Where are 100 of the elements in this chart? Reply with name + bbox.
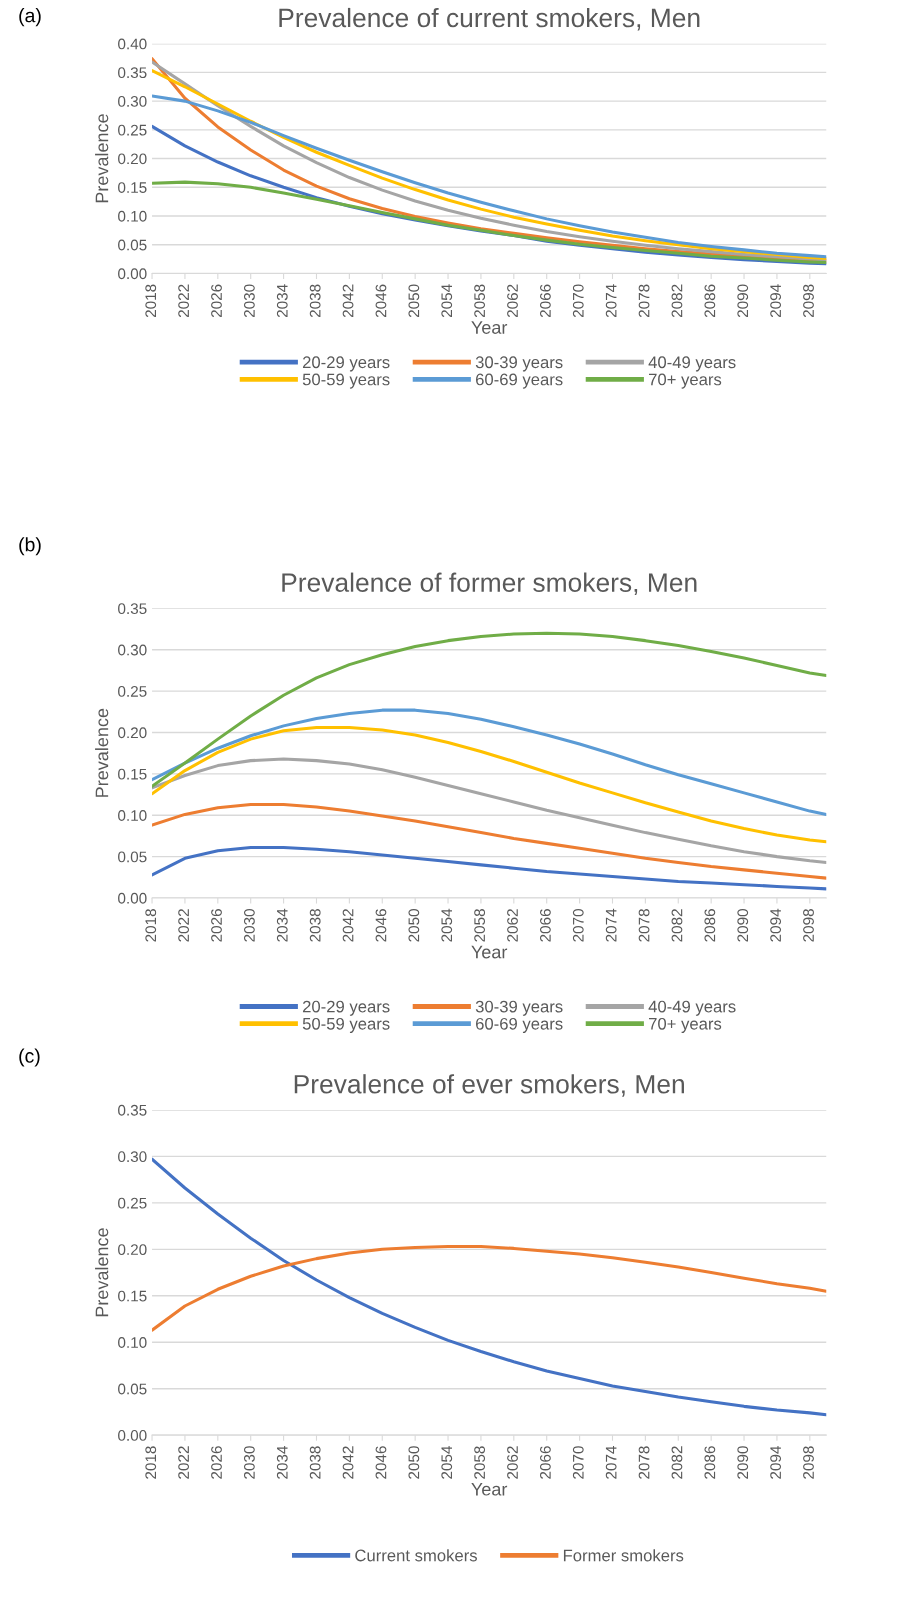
x-tick-label: 2078 (638, 284, 650, 318)
x-axis-title: Year (471, 1483, 508, 1496)
text: (b) (19, 537, 41, 556)
x-tick-label: 2058 (474, 284, 486, 318)
x-tick-label: 2022 (178, 909, 190, 942)
x-tick-label: 2034 (276, 1446, 288, 1479)
x-tick-label: 2066 (539, 284, 551, 318)
x-tick-label: 2090 (737, 284, 749, 318)
x-tick-label: 2054 (441, 284, 453, 318)
legend-label: 20-29 years (302, 356, 390, 372)
x-tick-label: 2030 (243, 284, 255, 318)
chart-title: Prevalence of former smokers, Men (282, 572, 697, 596)
y-tick-label: 0.25 (118, 1197, 147, 1209)
legend-label: 40-49 years (648, 356, 736, 372)
x-tick-label: 2050 (408, 284, 420, 318)
x-tick-label: 2066 (539, 1446, 551, 1479)
x-tick-label: 2090 (737, 1446, 749, 1479)
y-tick-label: 0.35 (118, 67, 147, 79)
y-tick-label: 0.25 (118, 124, 147, 136)
y-tick-label: 0.15 (118, 1290, 147, 1302)
y-tick-label: 0.05 (118, 239, 147, 251)
y-tick-label: 0.35 (118, 1104, 147, 1116)
x-tick-label: 2050 (408, 1446, 420, 1479)
x-tick-label: 2022 (178, 1446, 190, 1479)
x-axis-title: Year (471, 321, 508, 334)
x-tick-label: 2066 (539, 909, 551, 942)
y-tick-label: 0.15 (118, 182, 147, 193)
x-tick-label: 2038 (309, 909, 321, 942)
x-tick-label: 2046 (375, 1446, 387, 1479)
x-tick-label: 2046 (375, 284, 387, 318)
y-tick-label: 0.25 (118, 685, 147, 697)
x-tick-label: 2090 (737, 909, 749, 942)
x-tick-label: 2086 (704, 284, 716, 318)
x-tick-label: 2054 (441, 1446, 453, 1479)
text: (a) (19, 8, 41, 27)
y-tick-label: 0.05 (118, 851, 147, 863)
text: (c) (19, 1048, 40, 1067)
x-tick-label: 2026 (211, 909, 222, 942)
legend-label: 60-69 years (476, 373, 563, 389)
y-axis-title: Prevalence (95, 114, 109, 203)
y-tick-label: 0.00 (118, 1430, 147, 1441)
x-tick-label: 2074 (605, 284, 617, 318)
y-tick-label: 0.20 (118, 727, 147, 739)
legend-label: 70+ years (649, 1017, 722, 1033)
x-tick-label: 2018 (145, 909, 157, 942)
x-tick-label: 2086 (704, 909, 716, 942)
chart-title: Prevalence of ever smokers, Men (294, 1074, 684, 1097)
x-tick-label: 2062 (507, 1446, 518, 1479)
x-tick-label: 2082 (671, 909, 683, 942)
y-tick-label: 0.30 (118, 644, 147, 656)
x-tick-label: 2078 (638, 909, 650, 942)
x-tick-label: 2058 (474, 909, 486, 942)
x-tick-label: 2030 (243, 909, 255, 942)
y-tick-label: 0.20 (118, 1244, 147, 1256)
x-tick-label: 2070 (572, 909, 584, 942)
legend-label: 60-69 years (476, 1017, 563, 1033)
legend-label: 50-59 years (302, 373, 390, 389)
legend-label: Current smokers (355, 1549, 477, 1562)
legend-label: 50-59 years (302, 1017, 390, 1033)
x-tick-label: 2058 (474, 1446, 486, 1479)
legend-label: 40-49 years (648, 1000, 736, 1016)
x-tick-label: 2042 (342, 1446, 354, 1479)
y-tick-label: 0.05 (118, 1383, 147, 1395)
y-tick-label: 0.15 (118, 768, 147, 780)
x-tick-label: 2042 (342, 284, 354, 318)
x-tick-label: 2098 (803, 284, 814, 318)
x-tick-label: 2034 (276, 908, 288, 942)
y-axis-title: Prevalence (95, 708, 109, 797)
x-tick-label: 2094 (770, 1446, 782, 1479)
x-tick-label: 2050 (408, 909, 420, 942)
legend-label: Former smokers (563, 1549, 684, 1562)
y-tick-label: 0.00 (118, 268, 147, 280)
x-tick-label: 2098 (803, 909, 814, 942)
x-tick-label: 2022 (178, 284, 190, 318)
x-tick-label: 2062 (507, 909, 518, 942)
y-tick-label: 0.35 (118, 603, 147, 615)
x-tick-label: 2070 (572, 284, 584, 318)
y-tick-label: 0.40 (118, 38, 147, 50)
x-tick-label: 2082 (671, 1446, 683, 1479)
x-tick-label: 2054 (441, 908, 453, 942)
legend-label: 30-39 years (475, 356, 563, 372)
x-tick-label: 2094 (770, 284, 782, 318)
x-tick-label: 2082 (671, 284, 683, 318)
legend-label: 30-39 years (475, 1000, 563, 1016)
legend-label: 70+ years (649, 373, 722, 389)
x-tick-label: 2038 (309, 284, 321, 318)
x-tick-label: 2086 (704, 1446, 716, 1479)
y-tick-label: 0.00 (118, 892, 147, 904)
y-tick-label: 0.30 (118, 1151, 147, 1163)
x-tick-label: 2098 (803, 1446, 814, 1479)
x-tick-label: 2038 (309, 1446, 321, 1479)
x-tick-label: 2046 (375, 909, 387, 942)
x-axis-title: Year (471, 945, 508, 959)
y-axis-title: Prevalence (95, 1228, 109, 1317)
y-tick-label: 0.30 (118, 95, 147, 107)
x-tick-label: 2034 (276, 284, 288, 318)
x-tick-label: 2026 (211, 1446, 222, 1479)
y-tick-label: 0.10 (118, 1337, 147, 1348)
x-tick-label: 2062 (507, 284, 518, 318)
x-tick-label: 2074 (605, 1446, 617, 1479)
